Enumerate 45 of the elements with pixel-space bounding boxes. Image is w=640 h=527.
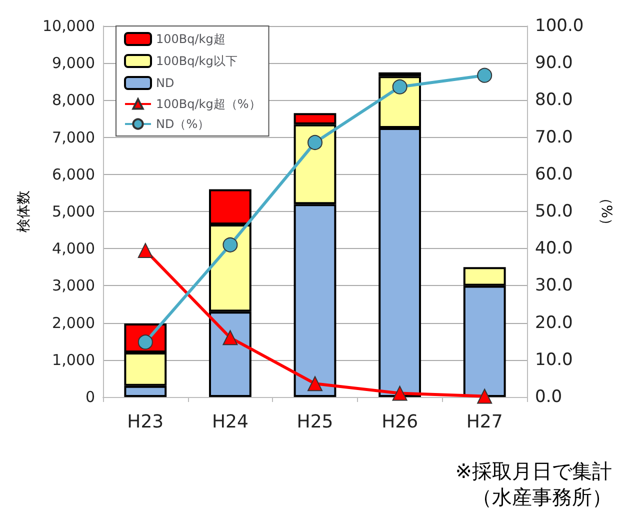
point <box>138 242 153 258</box>
text: （水産事務所） <box>472 485 612 509</box>
y2-tick-label: 80.0 <box>535 90 573 110</box>
y-tick-label: 6,000 <box>52 165 95 184</box>
point <box>477 68 492 83</box>
y-tick-label: 7,000 <box>52 128 95 146</box>
point <box>477 388 492 404</box>
y-tick-label: 5,000 <box>52 202 95 220</box>
legend-label: 100Bq/kg以下 <box>156 54 238 68</box>
point <box>392 79 408 94</box>
y-tick-label: 3,000 <box>52 276 95 295</box>
y2-tick-label: 40.0 <box>535 238 573 259</box>
y2-tick-label: 90.0 <box>535 53 573 74</box>
text: ※採取月日で集計 <box>455 459 612 483</box>
y-tick-label: 0 <box>85 388 95 406</box>
y2-axis-title: （%） <box>598 190 614 232</box>
point <box>308 376 322 392</box>
point <box>308 134 322 150</box>
point <box>222 330 238 346</box>
y-tick-label: 10,000 <box>42 17 95 35</box>
legend-label: 100Bq/kg超（%） <box>156 97 261 111</box>
y-tick-label: 1,000 <box>52 350 95 369</box>
y2-tick-label: 30.0 <box>535 276 573 296</box>
y-tick-label: 2,000 <box>52 314 95 332</box>
point <box>392 386 408 401</box>
y2-tick-label: 0.0 <box>535 387 562 407</box>
y2-tick-label: 60.0 <box>535 164 573 184</box>
y-axis-title: 検体数 <box>16 190 32 232</box>
point <box>222 237 238 252</box>
y2-tick-label: 50.0 <box>535 202 573 222</box>
x-tick-label: H26 <box>382 412 418 432</box>
y2-tick-label: 20.0 <box>535 312 573 333</box>
y2-tick-label: 100.0 <box>535 16 584 36</box>
x-tick-label: H23 <box>127 412 164 432</box>
x-tick-label: H25 <box>296 412 334 432</box>
y-tick-label: 8,000 <box>52 91 95 110</box>
y2-tick-label: 10.0 <box>535 350 573 370</box>
y2-tick-label: 70.0 <box>535 127 573 148</box>
y-tick-label: 4,000 <box>52 240 95 258</box>
legend-label: ND <box>156 76 174 90</box>
legend-label: ND（%） <box>156 117 210 131</box>
x-tick-label: H24 <box>212 412 248 432</box>
y-tick-label: 9,000 <box>52 54 95 72</box>
legend-label: 100Bq/kg超 <box>156 32 226 46</box>
x-tick-label: H27 <box>466 412 503 432</box>
